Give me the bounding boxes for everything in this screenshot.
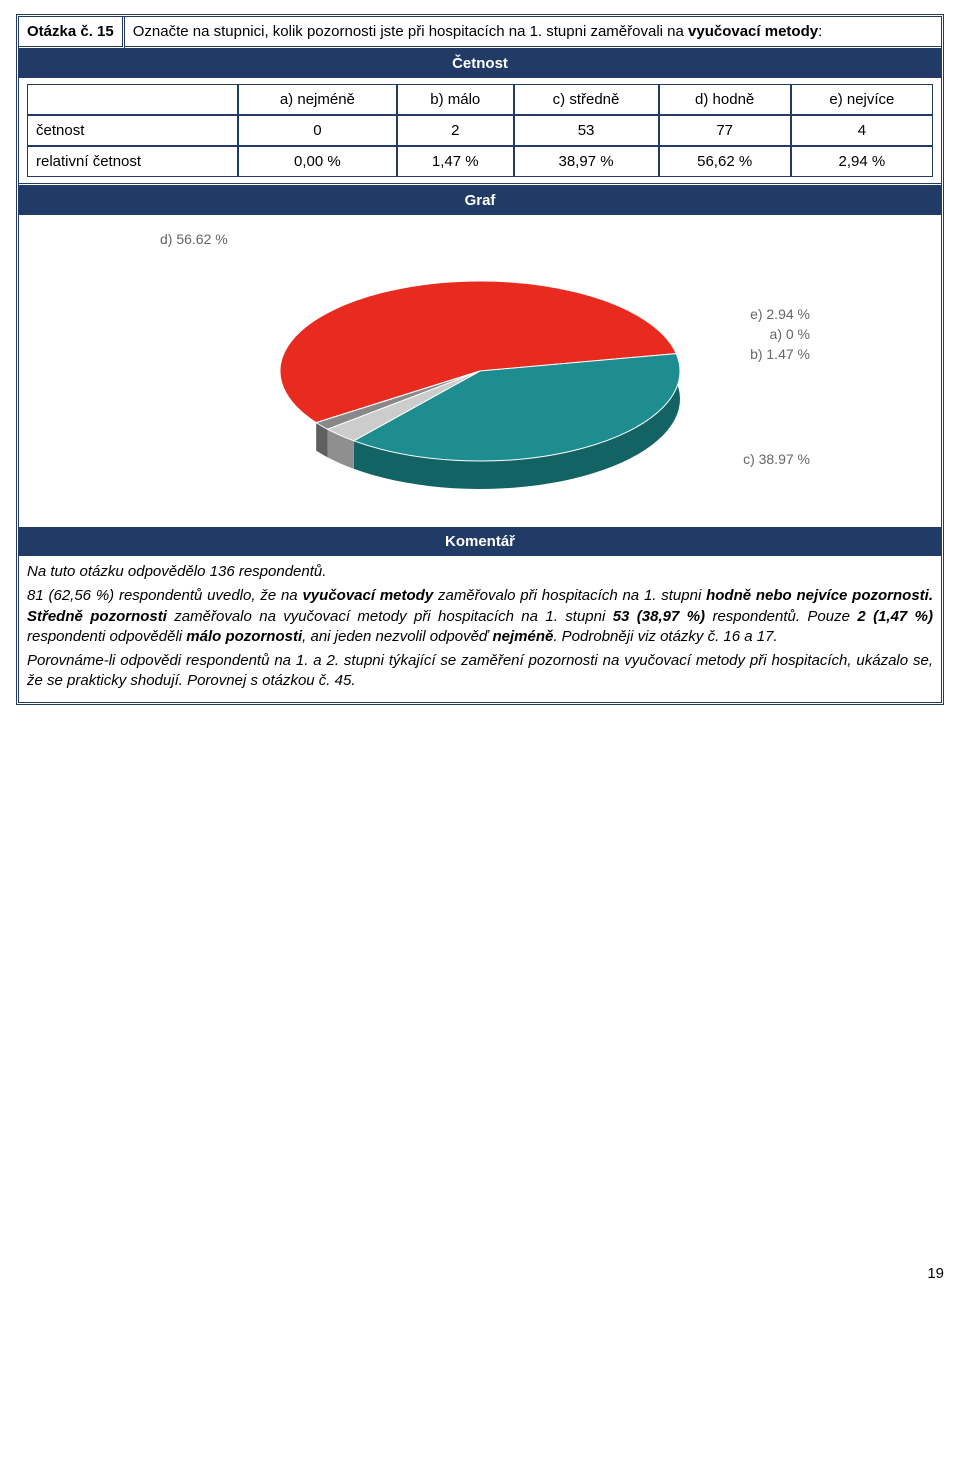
comment-text: Na tuto otázku odpovědělo 136 respondent…: [19, 556, 941, 702]
row-label: relativní četnost: [27, 146, 238, 177]
comment-row: Na tuto otázku odpovědělo 136 respondent…: [19, 556, 941, 702]
header-blank: [27, 84, 238, 115]
pie-label-b: b) 1.47 %: [750, 346, 810, 362]
band-graf: Graf: [19, 186, 941, 215]
question-text: Označte na stupnici, kolik pozornosti js…: [125, 17, 941, 49]
col-d: d) hodně: [659, 84, 791, 115]
pie-label-e: e) 2.94 %: [750, 306, 810, 322]
question-number: Otázka č. 15: [19, 17, 125, 49]
pie-svg: [220, 261, 740, 501]
chart-row: d) 56.62 % e) 2.94 % a) 0 % b) 1.47 % c)…: [19, 215, 941, 527]
page-number: 19: [16, 1265, 944, 1282]
survey-table: Otázka č. 15 Označte na stupnici, kolik …: [16, 14, 944, 705]
row-label: četnost: [27, 115, 238, 146]
col-b: b) málo: [397, 84, 513, 115]
pie-chart: d) 56.62 % e) 2.94 % a) 0 % b) 1.47 % c)…: [220, 261, 740, 501]
col-e: e) nejvíce: [791, 84, 933, 115]
pie-label-c: c) 38.97 %: [743, 451, 810, 467]
table-row: relativní četnost 0,00 % 1,47 % 38,97 % …: [27, 146, 933, 177]
table-header-row: a) nejméně b) málo c) středně d) hodně e…: [27, 84, 933, 115]
col-a: a) nejméně: [238, 84, 397, 115]
band-cetnost: Četnost: [19, 49, 941, 78]
col-c: c) středně: [514, 84, 659, 115]
band-komentar: Komentář: [19, 527, 941, 556]
table-row: četnost 0 2 53 77 4: [27, 115, 933, 146]
frequency-table: a) nejméně b) málo c) středně d) hodně e…: [27, 84, 933, 177]
question-row: Otázka č. 15 Označte na stupnici, kolik …: [19, 17, 941, 49]
pie-label-a: a) 0 %: [770, 326, 810, 342]
data-table-row: a) nejméně b) málo c) středně d) hodně e…: [19, 78, 941, 186]
pie-label-d: d) 56.62 %: [160, 231, 228, 247]
